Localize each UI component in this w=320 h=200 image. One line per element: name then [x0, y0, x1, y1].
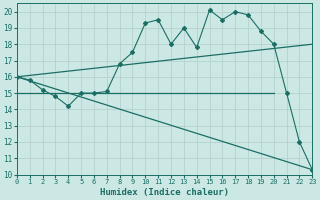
X-axis label: Humidex (Indice chaleur): Humidex (Indice chaleur) — [100, 188, 229, 197]
